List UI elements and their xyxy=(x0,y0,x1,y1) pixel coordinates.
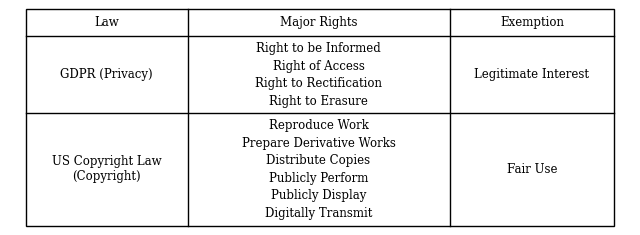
Text: Right to be Informed
Right of Access
Right to Rectification
Right to Erasure: Right to be Informed Right of Access Rig… xyxy=(255,42,382,108)
Text: Fair Use: Fair Use xyxy=(507,163,557,176)
Text: US Copyright Law
(Copyright): US Copyright Law (Copyright) xyxy=(52,155,161,183)
Text: Major Rights: Major Rights xyxy=(280,16,357,29)
Text: Reproduce Work
Prepare Derivative Works
Distribute Copies
Publicly Perform
Publi: Reproduce Work Prepare Derivative Works … xyxy=(241,119,396,220)
Text: Legitimate Interest: Legitimate Interest xyxy=(474,68,589,81)
Text: GDPR (Privacy): GDPR (Privacy) xyxy=(60,68,153,81)
Text: Exemption: Exemption xyxy=(500,16,564,29)
Text: Law: Law xyxy=(94,16,119,29)
